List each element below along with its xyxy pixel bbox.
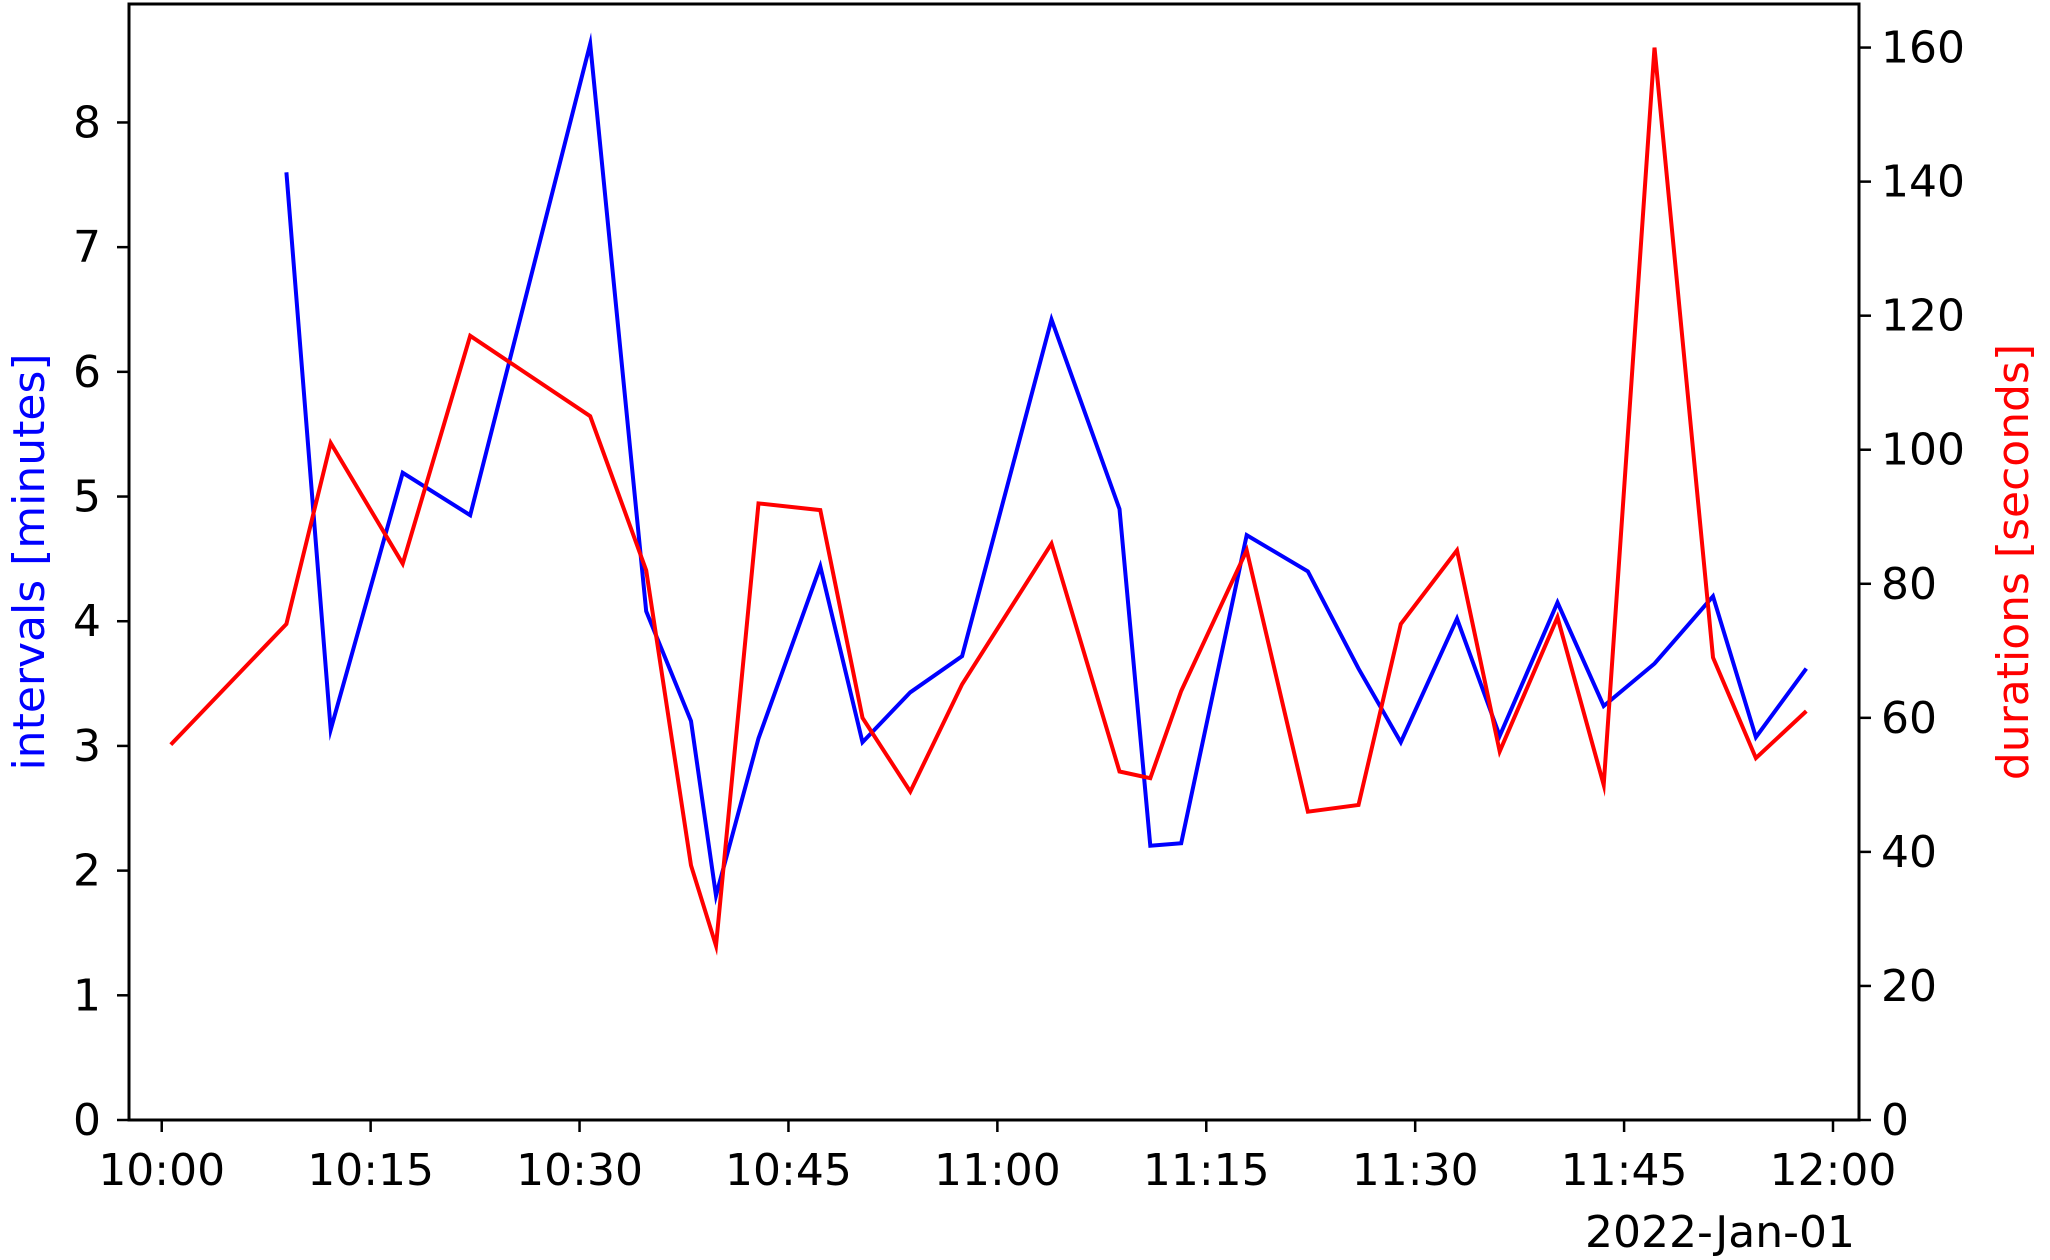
y-right-tick-label: 20 xyxy=(1881,961,1937,1012)
plot-frame xyxy=(127,2,1861,1122)
y-left-tick-label: 5 xyxy=(73,472,101,523)
y-right-tick-label: 0 xyxy=(1881,1095,1909,1146)
series-layer xyxy=(169,32,1808,956)
y-left-tick-label: 1 xyxy=(73,970,101,1021)
x-tick-label: 10:00 xyxy=(98,1145,225,1196)
y-left-label: intervals [minutes] xyxy=(4,353,55,770)
durations-line xyxy=(169,47,1808,956)
y-right-label: durations [seconds] xyxy=(1988,344,2039,780)
y-right-tick-label: 100 xyxy=(1881,425,1965,476)
x-tick-label: 11:30 xyxy=(1352,1145,1479,1196)
x-tick-label: 10:45 xyxy=(725,1145,852,1196)
date-label: 2022-Jan-01 xyxy=(1585,1207,1855,1258)
y-left-tick-label: 7 xyxy=(73,222,101,273)
intervals-line xyxy=(284,32,1808,906)
y-right-tick-label: 140 xyxy=(1881,157,1965,208)
y-left-tick-label: 6 xyxy=(73,347,101,398)
x-tick-label: 11:15 xyxy=(1143,1145,1270,1196)
y-right-tick-label: 160 xyxy=(1881,23,1965,74)
y-right-tick-label: 80 xyxy=(1881,559,1937,610)
y-left-tick-label: 2 xyxy=(73,846,101,897)
x-tick-label: 12:00 xyxy=(1770,1145,1897,1196)
x-tick-label: 10:30 xyxy=(516,1145,643,1196)
y-left-tick-label: 3 xyxy=(73,721,101,772)
y-left-tick-label: 4 xyxy=(73,596,101,647)
y-right-tick-label: 60 xyxy=(1881,693,1937,744)
x-tick-label: 11:45 xyxy=(1561,1145,1688,1196)
axes-layer xyxy=(127,2,1861,1122)
y-left-tick-label: 8 xyxy=(73,97,101,148)
y-right-tick-label: 120 xyxy=(1881,291,1965,342)
x-tick-label: 10:15 xyxy=(307,1145,434,1196)
y-left-tick-label: 0 xyxy=(73,1095,101,1146)
x-tick-label: 11:00 xyxy=(934,1145,1061,1196)
ticks-layer: 10:00 10:15 10:30 10:45 11:00 11:15 11:30 11:45… xyxy=(73,23,1965,1196)
y-right-tick-label: 40 xyxy=(1881,827,1937,878)
